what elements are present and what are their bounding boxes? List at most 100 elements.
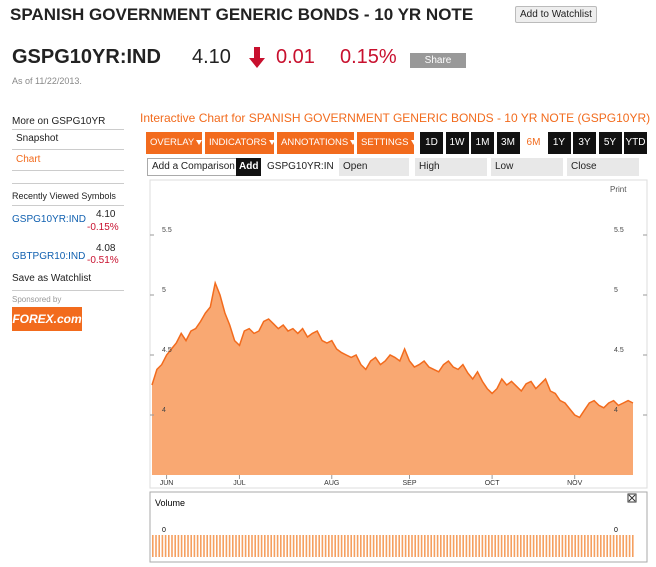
volume-bar xyxy=(356,535,359,557)
add-watchlist-button[interactable]: Add to Watchlist xyxy=(515,6,597,23)
volume-bar xyxy=(536,535,538,557)
volume-bar xyxy=(376,535,378,557)
volume-bar xyxy=(283,535,285,557)
save-watchlist[interactable]: Save as Watchlist xyxy=(12,273,92,284)
volume-bar xyxy=(209,535,212,557)
volume-bar xyxy=(305,535,308,557)
volume-label: Volume xyxy=(155,498,185,508)
volume-bar xyxy=(558,535,560,557)
volume-bar xyxy=(292,535,295,557)
volume-bar xyxy=(187,535,189,557)
area xyxy=(152,283,633,475)
volume-bar xyxy=(184,535,186,557)
volume-bar xyxy=(385,535,388,557)
recent-symbol[interactable]: GSPG10YR:IND xyxy=(12,214,86,225)
volume-bar xyxy=(590,535,592,557)
volume-bar xyxy=(606,535,608,557)
volume-bar xyxy=(190,535,192,557)
volume-bar xyxy=(155,535,157,557)
period-button[interactable]: 1W xyxy=(445,132,469,154)
print-link[interactable]: Print xyxy=(610,185,627,194)
volume-bar xyxy=(561,535,564,557)
volume-bar xyxy=(296,535,298,557)
volume-bar xyxy=(174,535,176,557)
volume-bar xyxy=(395,535,397,557)
volume-bar xyxy=(308,535,311,557)
volume-bar xyxy=(257,535,260,557)
volume-bar xyxy=(472,535,474,557)
volume-bar xyxy=(219,535,221,557)
volume-bar xyxy=(241,535,244,557)
x-tick-label: OCT xyxy=(485,480,501,487)
period-button[interactable]: 3M xyxy=(496,132,520,154)
volume-bar xyxy=(289,535,292,557)
volume-bar xyxy=(177,535,180,557)
volume-bar xyxy=(481,535,484,557)
volume-bar xyxy=(616,535,618,557)
sponsor-logo[interactable]: FOREX.com xyxy=(12,307,82,331)
volume-bar xyxy=(625,535,628,557)
volume-bar xyxy=(235,535,237,557)
menu[interactable]: OVERLAY xyxy=(146,132,202,154)
volume-bar xyxy=(462,535,464,557)
volume-bar xyxy=(443,535,445,557)
period-button[interactable]: YTD xyxy=(624,132,647,154)
volume-bar xyxy=(244,535,247,557)
volume-bar xyxy=(542,535,544,557)
share-button[interactable]: Share xyxy=(410,53,466,68)
x-tick-label: SEP xyxy=(402,480,416,487)
chart-link[interactable]: Chart xyxy=(16,154,41,165)
y-tick-label: 4.5 xyxy=(162,347,172,354)
line xyxy=(151,280,634,419)
volume-bar xyxy=(337,535,340,557)
volume-bar xyxy=(504,535,506,557)
menu[interactable]: SETTINGS xyxy=(357,132,414,154)
volume-bar xyxy=(200,535,202,557)
period-button[interactable]: 6M xyxy=(522,132,545,154)
snapshot-link[interactable]: Snapshot xyxy=(16,133,59,144)
quote-field: Low xyxy=(491,158,563,176)
period-button[interactable]: 3Y xyxy=(573,132,596,154)
volume-bar xyxy=(584,535,586,557)
volume-bar xyxy=(350,535,352,557)
volume-bar xyxy=(532,535,535,557)
volume-tick-label: 0 xyxy=(614,527,618,534)
change: 0.01 xyxy=(276,46,315,68)
period-button[interactable]: 1Y xyxy=(547,132,571,154)
volume-bar xyxy=(446,535,448,557)
volume-bar xyxy=(510,535,512,557)
change-percent: 0.15% xyxy=(340,46,397,68)
volume-bar xyxy=(507,535,509,557)
volume-bar xyxy=(340,535,343,557)
recent-price: 4.08 xyxy=(96,243,116,254)
volume-bar xyxy=(334,535,336,557)
volume-bar xyxy=(564,535,567,557)
volume-bar xyxy=(520,535,522,557)
recent-symbol[interactable]: GBTPGR10:IND xyxy=(12,251,86,262)
volume-bar xyxy=(545,535,548,557)
volume-bar xyxy=(516,535,519,557)
volume-bar xyxy=(427,535,429,557)
volume-bar xyxy=(603,535,605,557)
volume-tick-label: 0 xyxy=(162,527,166,534)
menu[interactable]: INDICATORS xyxy=(205,132,274,154)
x-tick-label: AUG xyxy=(324,480,339,487)
menu[interactable]: ANNOTATIONS xyxy=(277,132,354,154)
volume-bar xyxy=(299,535,301,557)
sponsored-by: Sponsored by xyxy=(12,295,62,304)
period-button[interactable]: 5Y xyxy=(598,132,622,154)
down-arrow xyxy=(249,47,265,68)
volume-bar xyxy=(411,535,413,557)
volume-bar xyxy=(369,535,372,557)
volume-bar xyxy=(315,535,317,557)
volume-bar xyxy=(366,535,368,557)
chart-title: Interactive Chart for SPANISH GOVERNMENT… xyxy=(140,111,651,125)
more-on: More on GSPG10YR xyxy=(12,116,106,127)
add-comparison[interactable]: Add a Comparison xyxy=(147,158,237,176)
volume-bar xyxy=(574,535,576,557)
period-button[interactable]: 1M xyxy=(471,132,494,154)
add-button[interactable]: Add xyxy=(236,158,261,176)
volume-bar xyxy=(452,535,455,557)
period-button[interactable]: 1D xyxy=(420,132,443,154)
volume-bar xyxy=(622,535,624,557)
